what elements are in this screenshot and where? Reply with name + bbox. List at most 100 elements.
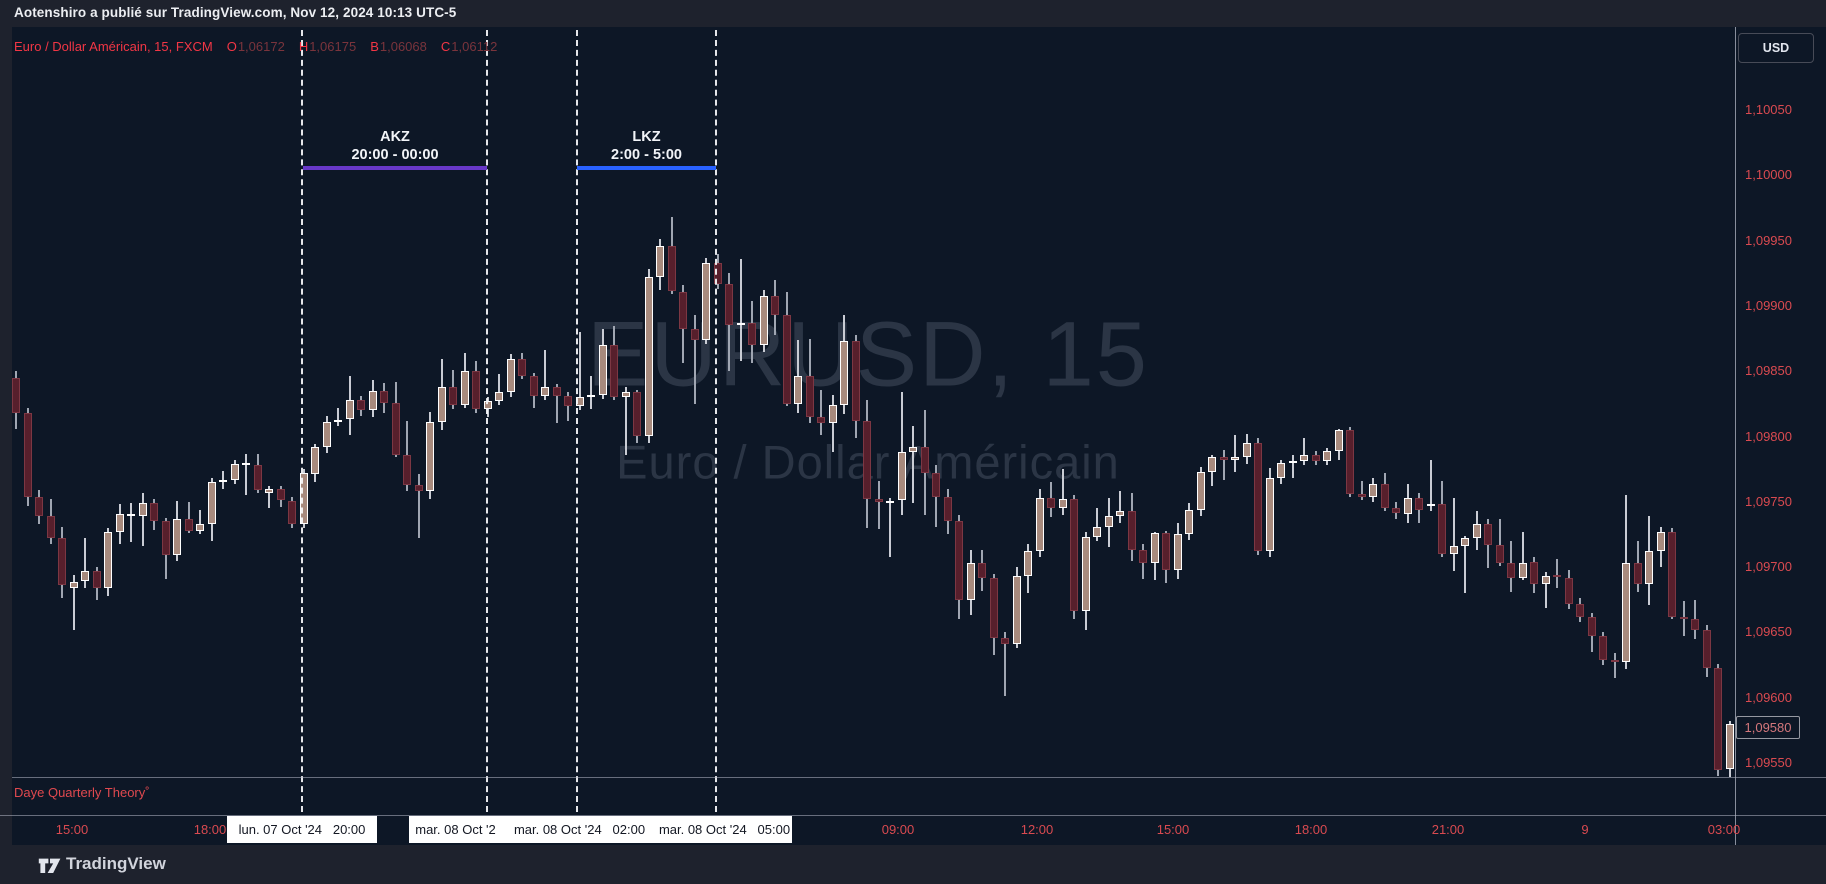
pane-separator[interactable] xyxy=(12,777,1826,778)
session-boundary-dashed-line[interactable] xyxy=(576,30,578,812)
highlighted-date-label: mar. 08 Oct '24 05:00 xyxy=(657,816,792,843)
candle-body xyxy=(1679,616,1688,620)
candle-body xyxy=(1001,637,1009,645)
candle-body xyxy=(1231,457,1239,460)
candle-body xyxy=(794,376,802,404)
lkz-zone-line[interactable] xyxy=(577,166,716,170)
candle-body xyxy=(805,376,814,417)
candle-wick xyxy=(337,407,339,427)
candle-body xyxy=(598,345,607,395)
candle-body xyxy=(472,371,480,410)
candle-body xyxy=(437,386,446,423)
tradingview-brand-link[interactable]: TradingView xyxy=(66,854,166,873)
candle-body xyxy=(161,521,170,556)
candle-body xyxy=(909,446,917,453)
candle-body xyxy=(748,322,756,346)
candle-body xyxy=(851,341,860,421)
price-axis-label: 1,09800 xyxy=(1745,428,1792,444)
candle-body xyxy=(759,295,768,346)
price-axis-label: 1,09850 xyxy=(1745,363,1792,379)
candle-body xyxy=(1185,509,1193,535)
legend-high: H 1,06175 xyxy=(298,39,357,54)
candle-body xyxy=(1403,497,1412,514)
candle-body xyxy=(1426,504,1435,507)
legend-symbol[interactable]: Euro / Dollar Américain, 15, FXCM xyxy=(14,39,213,54)
candle-body xyxy=(1599,636,1607,660)
candle-body xyxy=(1162,533,1170,570)
candle-body xyxy=(322,422,331,447)
price-axis-label: 1,09600 xyxy=(1745,689,1792,705)
time-axis-separator xyxy=(0,815,1826,816)
candle-body xyxy=(610,345,618,398)
session-boundary-dashed-line[interactable] xyxy=(486,30,488,812)
lkz-zone-label[interactable]: LKZ 2:00 - 5:00 xyxy=(611,129,682,163)
candle-wick xyxy=(498,373,500,406)
candle-body xyxy=(1725,723,1734,770)
candle-wick xyxy=(1291,454,1294,479)
candle-body xyxy=(184,518,193,531)
candle-body xyxy=(874,499,883,502)
candle-body xyxy=(1058,499,1067,509)
candle-body xyxy=(1323,450,1331,462)
candle-wick xyxy=(141,492,144,547)
candle-body xyxy=(403,454,411,485)
candle-body xyxy=(1369,483,1377,497)
candle-body xyxy=(173,518,181,556)
candle-body xyxy=(552,386,561,396)
candle-body xyxy=(978,563,986,578)
time-axis-label: 18:00 xyxy=(1294,822,1328,837)
candle-wick xyxy=(820,389,822,436)
highlighted-date-label: mar. 08 Oct '2 xyxy=(409,816,502,843)
candle-body xyxy=(104,531,112,588)
candle-wick xyxy=(1061,469,1064,515)
candle-body xyxy=(334,419,342,423)
legend-open: O 1,06172 xyxy=(226,39,285,54)
last-price-label: 1,09580 xyxy=(1736,716,1800,739)
candle-wick xyxy=(1004,632,1006,697)
price-axis-label: 1,09700 xyxy=(1745,559,1792,575)
candle-body xyxy=(1150,533,1159,564)
time-axis-label: 21:00 xyxy=(1431,822,1465,837)
candle-body xyxy=(702,262,710,340)
candle-body xyxy=(633,392,641,437)
candle-body xyxy=(782,315,791,404)
price-axis-label: 1,09900 xyxy=(1745,297,1792,313)
session-boundary-dashed-line[interactable] xyxy=(715,30,717,812)
candle-body xyxy=(1196,471,1205,510)
akz-zone-line[interactable] xyxy=(303,166,487,170)
candle-body xyxy=(368,390,377,411)
candle-body xyxy=(897,452,906,501)
candle-wick xyxy=(590,376,592,410)
candle-wick xyxy=(912,426,914,504)
candle-body xyxy=(357,399,365,411)
candle-body xyxy=(1093,526,1101,537)
candle-body xyxy=(1472,524,1481,539)
candle-wick xyxy=(1096,508,1098,541)
candle-body xyxy=(380,390,388,403)
candle-wick xyxy=(877,480,880,530)
candle-body xyxy=(529,376,538,396)
candle-wick xyxy=(130,503,132,543)
indicator-title[interactable]: Daye Quarterly Theory˚ xyxy=(14,785,150,800)
candle-body xyxy=(1380,483,1389,509)
session-boundary-dashed-line[interactable] xyxy=(301,30,303,812)
candle-body xyxy=(1081,537,1090,612)
candle-body xyxy=(230,463,239,480)
chart-legend[interactable]: Euro / Dollar Américain, 15, FXCM O 1,061… xyxy=(14,39,497,54)
candle-wick xyxy=(1429,460,1432,511)
candle-body xyxy=(690,329,699,340)
candle-body xyxy=(920,446,929,473)
price-axis-label: 1,09550 xyxy=(1745,755,1792,770)
candle-body xyxy=(1691,619,1699,630)
akz-zone-label[interactable]: AKZ 20:00 - 00:00 xyxy=(351,129,439,163)
tradingview-logo-icon[interactable] xyxy=(38,853,62,877)
currency-toggle-button[interactable]: USD xyxy=(1738,33,1814,63)
candle-wick xyxy=(199,509,201,535)
highlighted-date-label: mar. 08 Oct '24 02:00 xyxy=(502,816,657,843)
candle-body xyxy=(621,392,630,398)
candle-body xyxy=(1254,443,1262,552)
candle-body xyxy=(1587,616,1596,637)
publish-bar: Aotenshiro a publié sur TradingView.com,… xyxy=(0,0,1826,27)
candle-body xyxy=(1035,497,1044,552)
